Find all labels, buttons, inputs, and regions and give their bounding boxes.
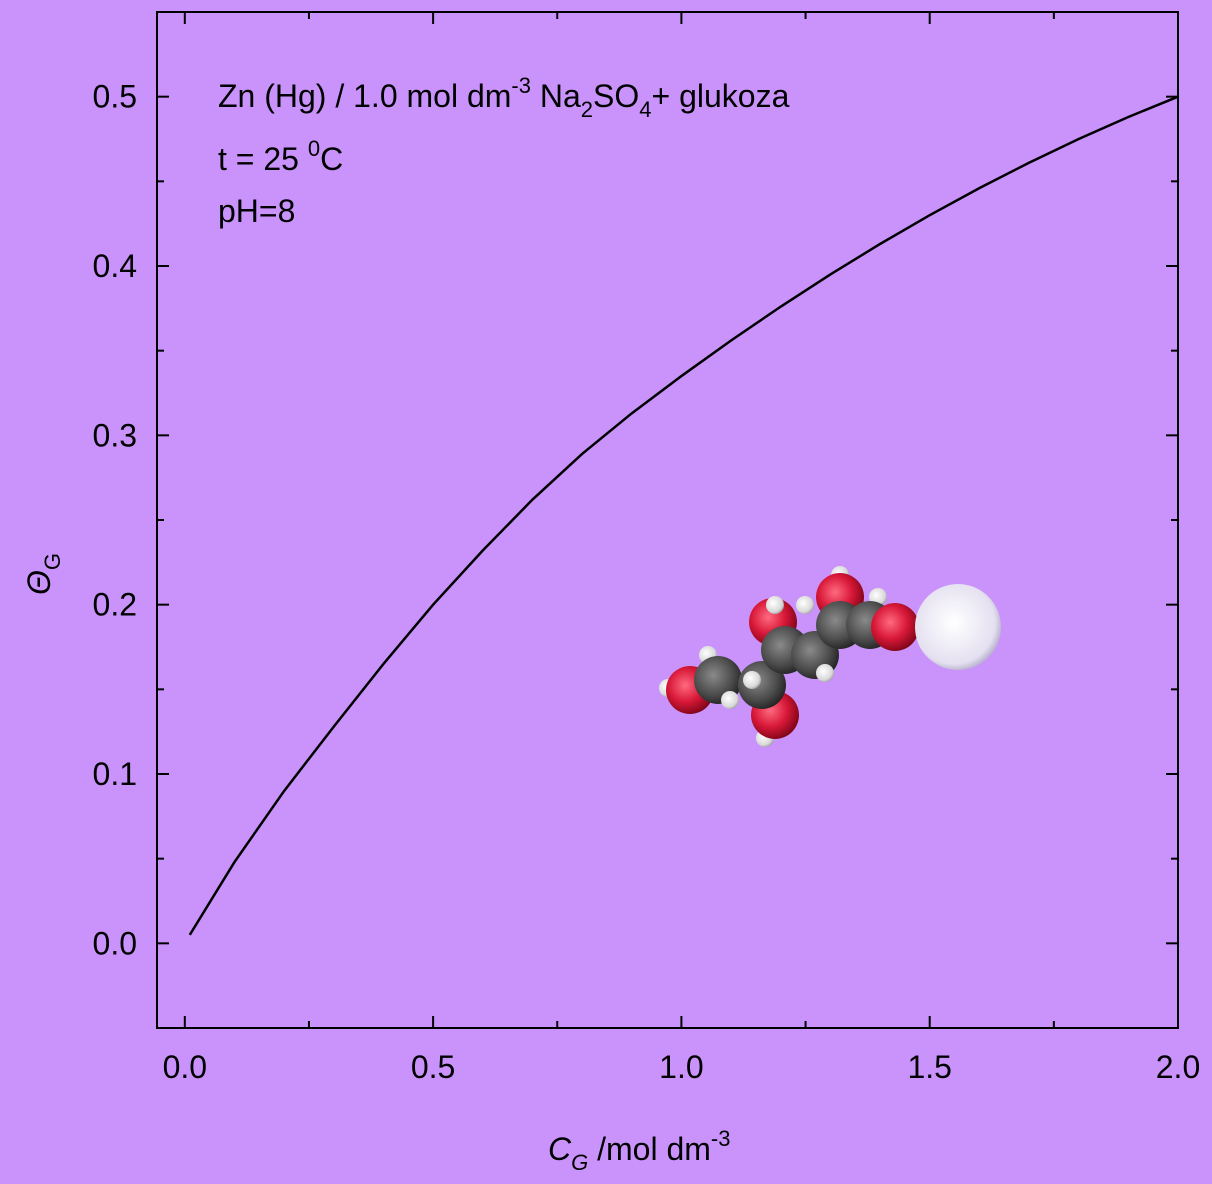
y-tick-label: 0.4 [93,248,137,284]
x-axis-label-part: G [571,1150,588,1175]
x-axis-label-part: -3 [711,1126,731,1151]
data-line [188,95,1179,936]
y-tick-label: 0.1 [93,756,137,792]
annotation-part: 0 [308,136,320,161]
y-tick-label: 0.0 [93,925,137,961]
annotation-part: Zn (Hg) / 1.0 mol dm [218,78,511,114]
x-axis-label-part: /mol dm [588,1131,711,1167]
y-tick-label: 0.3 [93,417,137,453]
y-tick-label: 0.5 [93,79,137,115]
annotation-part: 2 [581,97,593,122]
annotation-part: t = 25 [218,141,308,177]
y-axis-label-part: Θ [21,570,57,595]
annotation-part: + glukoza [652,78,790,114]
x-tick-label: 0.5 [411,1049,455,1085]
annotation-part: SO [593,78,639,114]
x-axis-label-part: C [548,1131,572,1167]
annotation-part: C [320,141,343,177]
y-axis-label-part: G [40,553,65,570]
annotation: t = 25 0C [218,136,343,177]
x-tick-label: 1.5 [907,1049,951,1085]
annotation-part: -3 [511,73,531,98]
molecule-illustration [659,566,1001,747]
annotation: Zn (Hg) / 1.0 mol dm-3 Na2SO4+ glukoza [218,73,790,122]
x-axis-label: CG /mol dm-3 [548,1126,730,1175]
annotation: pH=8 [218,193,295,229]
y-tick-label: 0.2 [93,587,137,623]
annotation-part: 4 [639,97,651,122]
annotation-part: Na [531,78,581,114]
y-axis-label: ΘG [21,553,65,595]
x-tick-label: 0.0 [163,1049,207,1085]
annotation-part: pH=8 [218,193,295,229]
x-tick-label: 2.0 [1156,1049,1200,1085]
x-tick-label: 1.0 [659,1049,703,1085]
